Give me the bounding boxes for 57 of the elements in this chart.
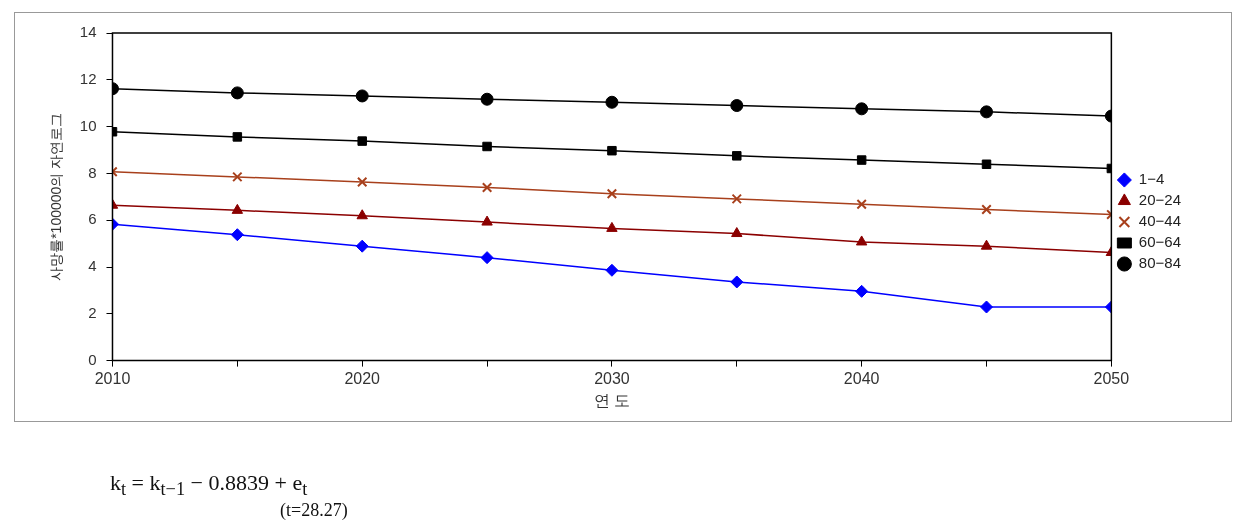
x-tick-label: 2050 <box>1093 369 1130 387</box>
legend-label: 40−44 <box>1138 212 1182 230</box>
point <box>606 221 618 232</box>
y-tick-label: 12 <box>79 69 97 87</box>
x-tick-label: 2020 <box>344 369 381 387</box>
point <box>356 176 368 188</box>
x-tick-label: 2030 <box>594 369 630 387</box>
point <box>730 275 744 289</box>
text: k$_{t}$ = k$_{t−1}$ − 0.8839 + e$_{t}$ <box>110 470 309 501</box>
y-tick-label: 4 <box>88 257 97 275</box>
point <box>980 239 993 250</box>
point <box>855 102 869 116</box>
point <box>482 141 492 152</box>
point <box>731 227 743 238</box>
point <box>230 228 244 242</box>
point <box>356 209 368 220</box>
point <box>230 86 244 100</box>
y-tick-label: 0 <box>88 350 97 368</box>
point <box>480 251 494 265</box>
point <box>732 151 742 161</box>
point <box>481 215 493 226</box>
y-tick-label: 10 <box>79 116 97 134</box>
point <box>607 145 617 156</box>
x-tick-label: 2010 <box>94 369 131 387</box>
legend-label: 80−84 <box>1138 254 1182 272</box>
y-tick-label: 8 <box>88 163 97 181</box>
y-axis-title: 사망률*100000의 자연로그 <box>48 112 65 281</box>
point <box>606 188 618 199</box>
x-axis-title: 연 도 <box>593 391 631 409</box>
point <box>605 95 619 109</box>
y-tick-label: 14 <box>79 23 97 41</box>
point <box>480 92 494 106</box>
point <box>232 171 243 183</box>
point <box>856 199 867 210</box>
y-tick-label: 2 <box>88 303 97 321</box>
point <box>731 193 743 205</box>
legend-label: 20−24 <box>1138 191 1182 209</box>
point <box>981 204 992 215</box>
point <box>981 159 992 170</box>
point <box>980 300 994 314</box>
legend-label: 1−4 <box>1138 170 1165 188</box>
point <box>605 263 619 277</box>
point <box>355 89 369 103</box>
point <box>481 182 493 193</box>
point <box>980 105 994 119</box>
point <box>856 155 867 165</box>
point <box>730 99 744 113</box>
point <box>855 284 869 298</box>
text: (t=28.27) <box>280 500 348 522</box>
point <box>357 136 367 146</box>
point <box>231 203 244 214</box>
legend-label: 60−64 <box>1138 233 1182 251</box>
x-tick-label: 2040 <box>843 369 880 387</box>
point <box>855 235 868 246</box>
point <box>355 239 369 253</box>
point <box>232 132 243 142</box>
y-tick-label: 6 <box>88 210 97 228</box>
